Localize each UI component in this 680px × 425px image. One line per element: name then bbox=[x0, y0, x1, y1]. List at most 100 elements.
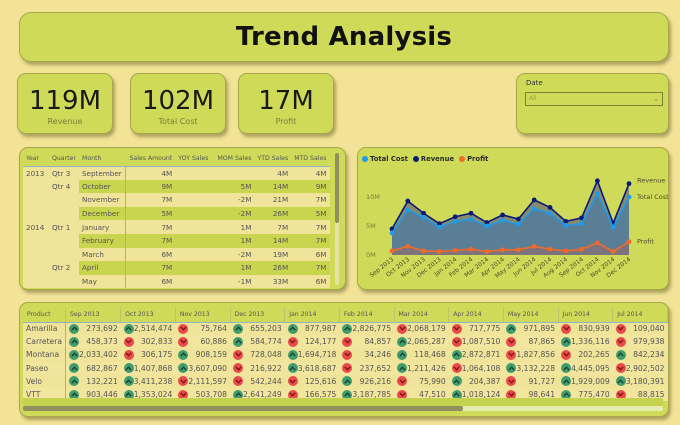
kpi-card-revenue[interactable]: 119M Revenue bbox=[17, 73, 113, 134]
table-row[interactable]: February 7M 1M 14M 7M bbox=[23, 233, 330, 248]
table-row[interactable]: March 6M -2M 19M 6M bbox=[23, 247, 330, 262]
line-total-cost[interactable] bbox=[391, 191, 630, 234]
data-point[interactable] bbox=[626, 194, 632, 200]
data-point[interactable] bbox=[484, 223, 490, 229]
line-revenue[interactable] bbox=[391, 178, 630, 230]
data-point[interactable] bbox=[579, 221, 584, 227]
column-header[interactable]: Jun 2014 bbox=[558, 307, 614, 323]
table-row[interactable]: 2014 Qtr 1 January 7M 1M 7M 7M bbox=[23, 220, 330, 234]
data-point[interactable] bbox=[452, 218, 458, 224]
column-header[interactable]: Year bbox=[23, 152, 49, 167]
table-row[interactable]: Velo 132,221 3,411,238 2,111,597 542,244 125,… bbox=[23, 374, 668, 388]
data-point[interactable] bbox=[595, 240, 600, 246]
data-point[interactable] bbox=[610, 249, 616, 254]
data-point[interactable] bbox=[437, 221, 442, 227]
data-point[interactable] bbox=[563, 218, 569, 224]
data-point[interactable] bbox=[516, 216, 521, 222]
scrollbar-thumb[interactable] bbox=[23, 406, 463, 411]
table-row[interactable]: Montana 2,033,402 306,175 908,159 728,048 1,6… bbox=[23, 348, 668, 362]
data-point[interactable] bbox=[531, 197, 537, 203]
data-point[interactable] bbox=[421, 210, 426, 216]
table-row[interactable]: Carretera 458,373 302,833 60,886 584,774 124,… bbox=[23, 335, 668, 349]
table-row[interactable]: November 7M -2M 21M 7M bbox=[23, 193, 330, 207]
table-row[interactable]: 2013 Qtr 3 September 4M 4M 4M bbox=[23, 166, 330, 180]
column-header[interactable]: MOM Sales bbox=[211, 152, 255, 167]
table-row[interactable]: Qtr 4 October 9M 5M 14M 9M bbox=[23, 179, 330, 194]
table-row[interactable]: Amarilla 273,692 2,514,474 75,764 655,203 877… bbox=[23, 322, 668, 336]
data-point[interactable] bbox=[531, 206, 537, 211]
column-header[interactable]: May 2014 bbox=[503, 307, 559, 323]
data-point[interactable] bbox=[595, 178, 600, 184]
column-header[interactable]: Jan 2014 bbox=[284, 307, 340, 323]
data-point[interactable] bbox=[389, 248, 395, 254]
data-point[interactable] bbox=[405, 243, 411, 249]
data-point[interactable] bbox=[437, 249, 442, 254]
legend-item-profit[interactable]: Profit bbox=[459, 155, 488, 163]
data-point[interactable] bbox=[421, 214, 426, 220]
data-point[interactable] bbox=[500, 212, 505, 218]
column-header[interactable]: Dec 2013 bbox=[230, 307, 286, 323]
column-header[interactable]: YOY Sales bbox=[175, 152, 212, 167]
data-point[interactable] bbox=[452, 214, 458, 220]
table-row[interactable]: December 5M -2M 26M 5M bbox=[23, 206, 330, 221]
data-point[interactable] bbox=[547, 246, 553, 252]
kpi-card-profit[interactable]: 17M Profit bbox=[238, 73, 334, 134]
data-point[interactable] bbox=[547, 210, 553, 216]
column-header[interactable]: MTD Sales bbox=[291, 152, 330, 167]
vertical-scrollbar[interactable] bbox=[335, 153, 339, 285]
data-point[interactable] bbox=[626, 181, 632, 187]
data-point[interactable] bbox=[389, 230, 395, 236]
data-point[interactable] bbox=[421, 248, 426, 254]
trend-down-icon bbox=[561, 349, 572, 360]
data-point[interactable] bbox=[500, 217, 505, 223]
data-point[interactable] bbox=[437, 224, 442, 230]
date-dropdown[interactable]: All ⌄ bbox=[525, 92, 663, 106]
data-point[interactable] bbox=[579, 246, 584, 252]
column-header[interactable]: Month bbox=[79, 152, 126, 167]
data-point[interactable] bbox=[484, 220, 490, 225]
cell-mom: 1M bbox=[211, 261, 255, 275]
trend-up-icon bbox=[561, 389, 572, 400]
column-header[interactable]: Jul 2014 bbox=[612, 307, 668, 323]
column-header[interactable]: YTD Sales bbox=[254, 152, 292, 167]
column-header[interactable]: Mar 2014 bbox=[394, 307, 450, 323]
data-point[interactable] bbox=[547, 205, 553, 210]
table-row[interactable]: May 6M -1M 33M 6M bbox=[23, 274, 330, 289]
data-point[interactable] bbox=[405, 207, 411, 213]
column-header[interactable]: Nov 2013 bbox=[175, 307, 231, 323]
data-point[interactable] bbox=[500, 247, 505, 253]
data-point[interactable] bbox=[563, 223, 569, 228]
column-header[interactable]: Apr 2014 bbox=[448, 307, 504, 323]
data-point[interactable] bbox=[531, 243, 537, 249]
column-header[interactable]: Sep 2013 bbox=[65, 307, 122, 323]
data-point[interactable] bbox=[468, 216, 474, 222]
data-point[interactable] bbox=[484, 249, 490, 254]
line-profit[interactable] bbox=[391, 240, 630, 253]
data-point[interactable] bbox=[595, 191, 600, 196]
column-header[interactable]: Product bbox=[23, 307, 66, 323]
table-row[interactable]: Qtr 2 April 7M 1M 26M 7M bbox=[23, 261, 330, 275]
column-header[interactable]: Sales Amount bbox=[125, 152, 176, 167]
column-header[interactable]: Quarter bbox=[49, 152, 79, 167]
data-point[interactable] bbox=[468, 246, 474, 252]
data-point[interactable] bbox=[563, 248, 569, 254]
data-point[interactable] bbox=[452, 247, 458, 253]
column-header[interactable]: Oct 2013 bbox=[120, 307, 176, 323]
data-point[interactable] bbox=[516, 221, 521, 227]
table-row[interactable]: VTT 903,446 1,353,024 503,708 2,641,249 166,5… bbox=[23, 387, 668, 402]
column-header[interactable]: Feb 2014 bbox=[339, 307, 395, 323]
data-point[interactable] bbox=[468, 210, 474, 216]
data-point[interactable] bbox=[610, 224, 616, 230]
horizontal-scrollbar[interactable] bbox=[23, 406, 663, 411]
kpi-card-total-cost[interactable]: 102M Total Cost bbox=[130, 73, 226, 134]
data-point[interactable] bbox=[579, 215, 584, 221]
data-point[interactable] bbox=[626, 239, 632, 245]
table-row[interactable]: Paseo 682,867 1,407,868 3,607,090 216,922 3,6… bbox=[23, 361, 668, 375]
data-point[interactable] bbox=[516, 247, 521, 253]
legend-item-total-cost[interactable]: Total Cost bbox=[362, 155, 408, 163]
data-point[interactable] bbox=[405, 198, 411, 204]
scrollbar-thumb[interactable] bbox=[335, 153, 339, 223]
cell-value: 775,470 bbox=[578, 390, 610, 400]
legend-item-revenue[interactable]: Revenue bbox=[412, 155, 454, 163]
